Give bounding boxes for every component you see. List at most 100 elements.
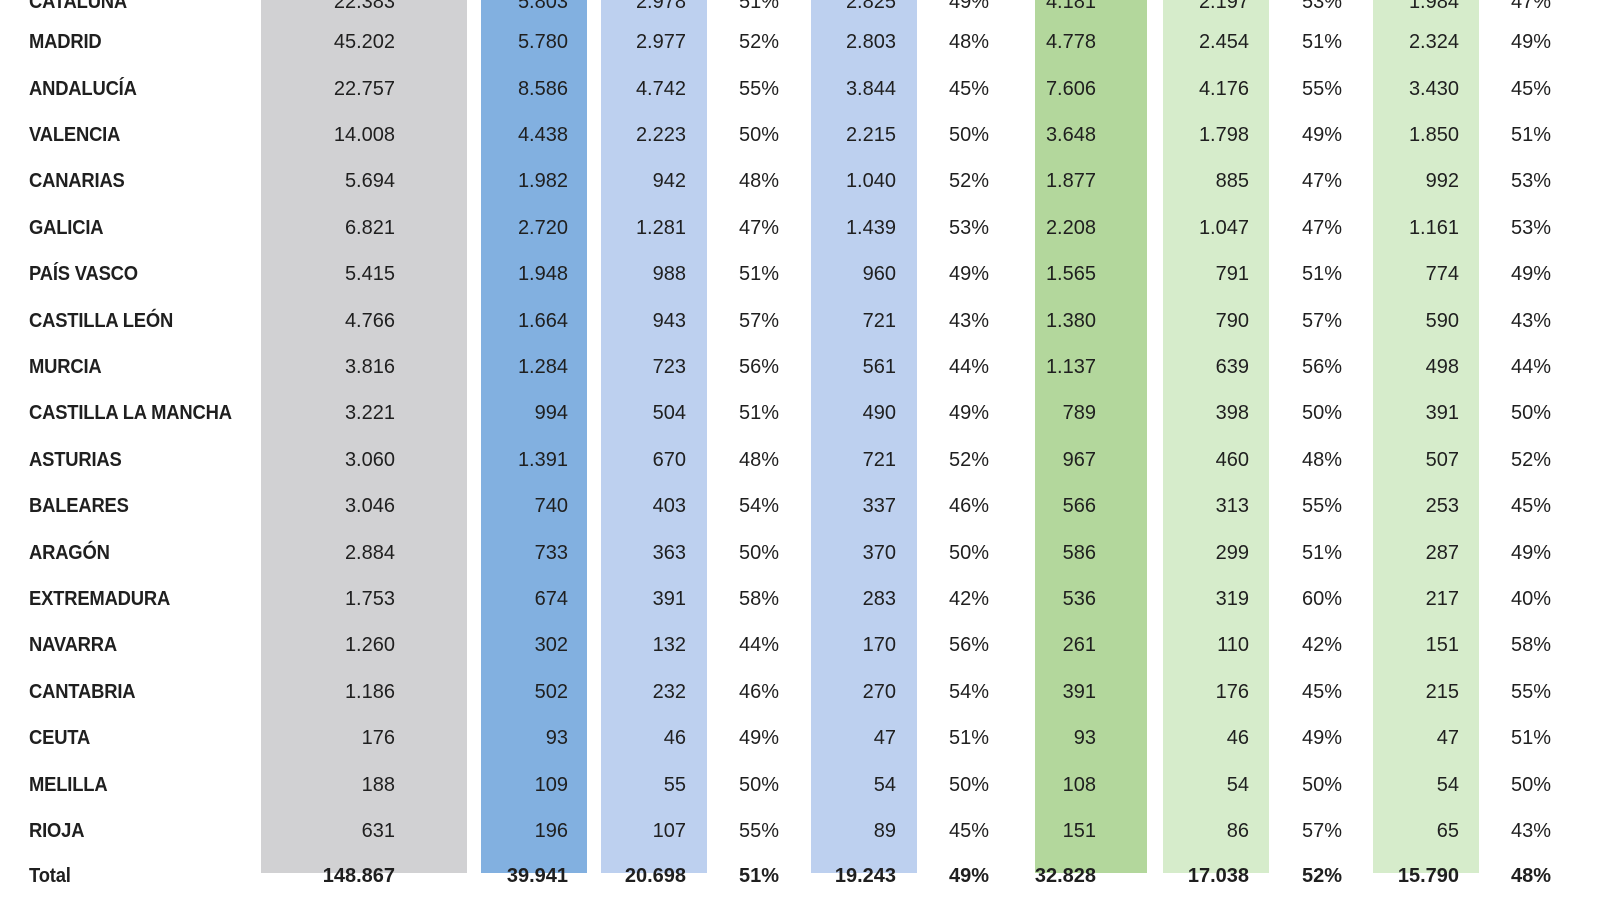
table-row: ASTURIAS 3.060 1.391 670 48% 721 52% 967 460 48% 5… xyxy=(0,445,1600,475)
table-cell: 45% xyxy=(1301,681,1342,703)
table-cell: 196 xyxy=(534,820,568,842)
table-cell: 403 xyxy=(652,495,686,517)
table-cell: 50% xyxy=(948,542,989,564)
table-cell: 188 xyxy=(361,774,395,796)
table-cell: 47 xyxy=(873,727,896,749)
table-cell: 58% xyxy=(738,588,779,610)
table-cell: 50% xyxy=(738,542,779,564)
region-name: CANTABRIA xyxy=(29,681,136,703)
table-cell: 86 xyxy=(1226,820,1249,842)
table-cell: 8.586 xyxy=(517,78,568,100)
table-cell: 391 xyxy=(1062,681,1096,703)
table-cell: 48% xyxy=(738,449,779,471)
table-cell: 53% xyxy=(1510,217,1551,239)
table-cell: 44% xyxy=(948,356,989,378)
table-cell: 2.803 xyxy=(845,31,896,53)
table-cell: 302 xyxy=(534,634,568,656)
table-cell: 1.877 xyxy=(1045,170,1096,192)
table-cell: 566 xyxy=(1062,495,1096,517)
table-cell: 217 xyxy=(1425,588,1459,610)
table-cell: 942 xyxy=(652,170,686,192)
column-band-green-dark xyxy=(1035,0,1147,873)
table-row: GALICIA 6.821 2.720 1.281 47% 1.439 53% 2.208 1.… xyxy=(0,213,1600,243)
table-cell: 2.223 xyxy=(635,124,686,146)
table-cell: 55 xyxy=(663,774,686,796)
table-cell: 4.181 xyxy=(1045,0,1096,13)
region-name: MELILLA xyxy=(29,774,108,796)
table-cell: 47% xyxy=(1301,217,1342,239)
table-cell: 50% xyxy=(1301,402,1342,424)
table-cell: 54 xyxy=(1226,774,1249,796)
table-cell: 2.884 xyxy=(344,542,395,564)
table-cell: 151 xyxy=(1425,634,1459,656)
table-row: MURCIA 3.816 1.284 723 56% 561 44% 1.137 639 56% 4… xyxy=(0,352,1600,382)
table-cell: 170 xyxy=(862,634,896,656)
table-cell: 1.284 xyxy=(517,356,568,378)
table-row: CANARIAS 5.694 1.982 942 48% 1.040 52% 1.877 885… xyxy=(0,166,1600,196)
table-cell: 55% xyxy=(738,820,779,842)
table-cell: 536 xyxy=(1062,588,1096,610)
table-cell: 49% xyxy=(738,727,779,749)
table-cell: 3.844 xyxy=(845,78,896,100)
table-cell: 232 xyxy=(652,681,686,703)
table-cell: 5.415 xyxy=(344,263,395,285)
table-cell: 54 xyxy=(1436,774,1459,796)
table-cell: 108 xyxy=(1062,774,1096,796)
table-cell: 789 xyxy=(1062,402,1096,424)
table-cell: 943 xyxy=(652,310,686,332)
region-name: MURCIA xyxy=(29,356,102,378)
table-cell: 89 xyxy=(873,820,896,842)
table-cell: 47% xyxy=(738,217,779,239)
table-cell: 721 xyxy=(862,310,896,332)
table-cell: 391 xyxy=(652,588,686,610)
table-cell: 1.186 xyxy=(344,681,395,703)
table-cell: 51% xyxy=(738,0,779,13)
table-cell: 47% xyxy=(1510,0,1551,13)
table-cell: 45% xyxy=(948,820,989,842)
table-cell: 49% xyxy=(948,263,989,285)
table-cell: 6.821 xyxy=(344,217,395,239)
table-cell: 49% xyxy=(948,0,989,13)
table-row: MADRID 45.202 5.780 2.977 52% 2.803 48% 4.778 2.… xyxy=(0,27,1600,57)
table-cell: 19.243 xyxy=(834,865,896,887)
table-cell: 48% xyxy=(1301,449,1342,471)
table-cell: 2.197 xyxy=(1198,0,1249,13)
table-cell: 40% xyxy=(1510,588,1551,610)
table-cell: 631 xyxy=(361,820,395,842)
table-row: CATALUÑA 22.383 5.803 2.978 51% 2.825 49% 4.181… xyxy=(0,0,1600,17)
table-cell: 3.430 xyxy=(1408,78,1459,100)
table-cell: 55% xyxy=(1301,78,1342,100)
table-cell: 32.828 xyxy=(1034,865,1096,887)
table-cell: 283 xyxy=(862,588,896,610)
region-name: ARAGÓN xyxy=(29,542,110,564)
table-cell: 132 xyxy=(652,634,686,656)
table-cell: 54 xyxy=(873,774,896,796)
region-name: ANDALUCÍA xyxy=(29,78,137,100)
table-cell: 2.215 xyxy=(845,124,896,146)
table-row: PAÍS VASCO 5.415 1.948 988 51% 960 49% 1.565 791… xyxy=(0,259,1600,289)
table-cell: 1.850 xyxy=(1408,124,1459,146)
table-row: VALENCIA 14.008 4.438 2.223 50% 2.215 50% 3.648… xyxy=(0,120,1600,150)
table-cell: 1.137 xyxy=(1045,356,1096,378)
table-cell: 2.977 xyxy=(635,31,686,53)
table-cell: 49% xyxy=(948,865,989,887)
table-cell: 55% xyxy=(738,78,779,100)
table-cell: 56% xyxy=(948,634,989,656)
total-row: Total 148.867 39.941 20.698 51% 19.243 49% 32.8… xyxy=(0,861,1600,891)
region-name: CATALUÑA xyxy=(29,0,128,13)
table-cell: 261 xyxy=(1062,634,1096,656)
table-cell: 674 xyxy=(534,588,568,610)
column-band-blue-dark xyxy=(481,0,587,873)
table-cell: 561 xyxy=(862,356,896,378)
table-cell: 504 xyxy=(652,402,686,424)
table-cell: 14.008 xyxy=(333,124,395,146)
table-cell: 52% xyxy=(948,449,989,471)
table-cell: 43% xyxy=(1510,310,1551,332)
table-cell: 53% xyxy=(948,217,989,239)
table-row: ANDALUCÍA 22.757 8.586 4.742 55% 3.844 45% 7.60… xyxy=(0,74,1600,104)
table-cell: 52% xyxy=(738,31,779,53)
table-cell: 2.324 xyxy=(1408,31,1459,53)
region-name: BALEARES xyxy=(29,495,129,517)
table-cell: 992 xyxy=(1425,170,1459,192)
table-cell: 57% xyxy=(1301,310,1342,332)
